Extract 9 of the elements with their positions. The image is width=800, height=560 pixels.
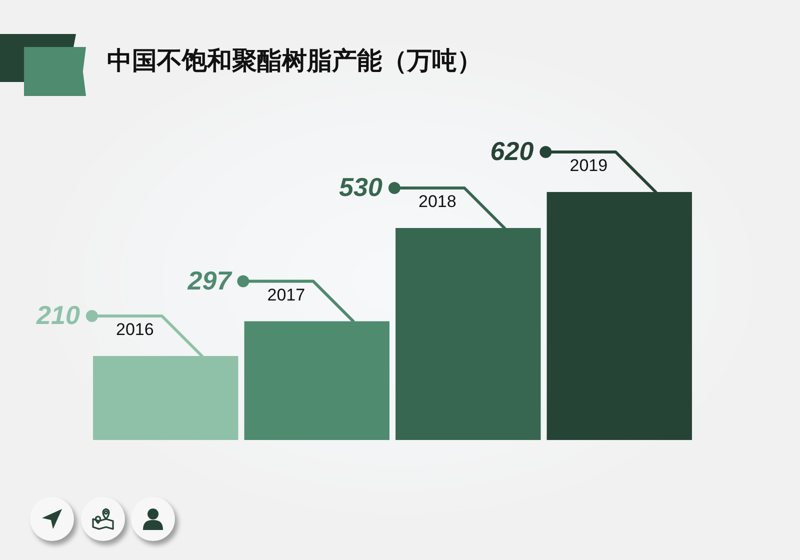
x-tick-label: 2017 (267, 285, 306, 304)
data-label: 297 (186, 265, 233, 296)
x-tick-label: 2019 (570, 156, 608, 176)
data-label: 620 (490, 136, 534, 166)
x-tick-label: 2016 (116, 320, 154, 340)
data-label: 210 (36, 300, 80, 330)
chart-title: 中国不饱和聚酯树脂产能（万吨） (107, 45, 482, 77)
x-tick-label: 2018 (418, 192, 456, 212)
data-label: 530 (339, 172, 383, 202)
